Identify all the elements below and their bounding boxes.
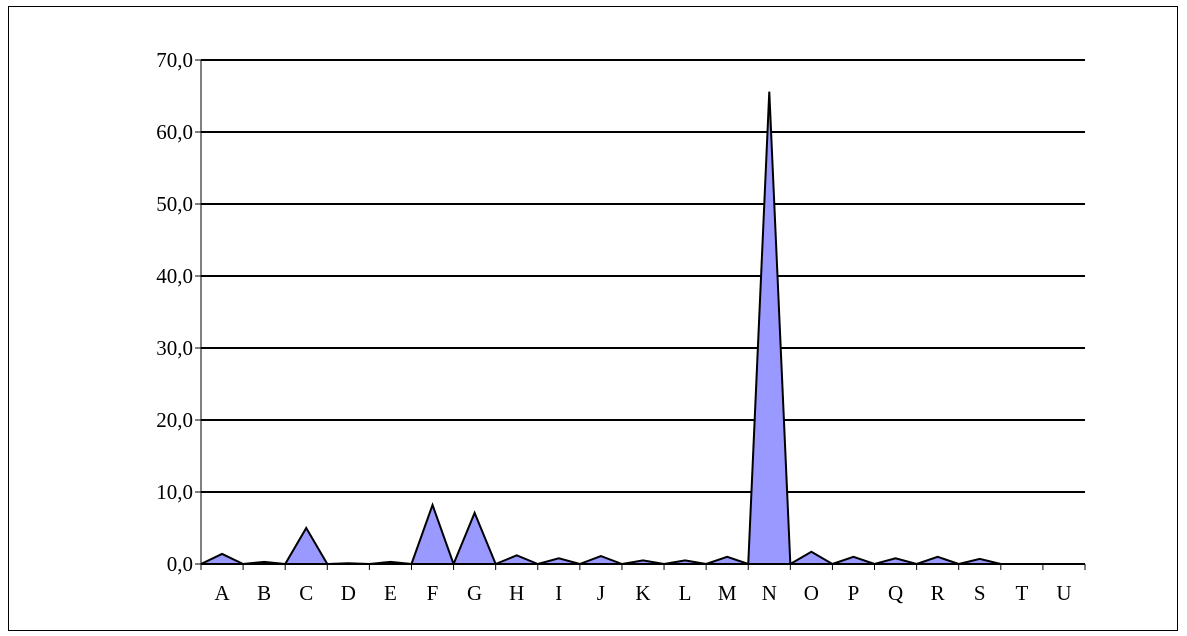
y-tick-label: 50,0 [156,192,193,216]
x-tick-label: N [762,581,777,605]
data-peak [747,91,792,565]
x-tick-label: H [509,581,524,605]
data-peak [495,554,539,565]
y-tick-label: 70,0 [156,48,193,72]
x-tick-label: L [679,581,692,605]
data-peak [786,550,837,565]
y-tick-label: 0,0 [167,552,193,576]
data-peak [410,501,455,565]
x-tick-label: J [597,581,605,605]
x-tick-label: A [214,581,230,605]
y-tick-label: 40,0 [156,264,193,288]
data-peak [916,555,960,565]
data-peak [200,552,244,565]
x-tick-label: O [804,581,819,605]
x-tick-label: S [974,581,986,605]
data-peak [452,510,498,565]
x-tick-label: G [467,581,482,605]
data-peak [283,526,330,565]
x-tick-label: D [341,581,356,605]
x-tick-label: P [848,581,860,605]
y-tick-label: 30,0 [156,336,193,360]
x-tick-label: E [384,581,397,605]
data-peak [705,555,749,565]
x-tick-label: B [257,581,271,605]
x-tick-label: F [427,581,439,605]
x-tick-label: I [555,581,562,605]
x-tick-label: C [299,581,313,605]
chart-frame [8,6,1178,631]
data-peak [579,555,623,565]
y-tick-label: 10,0 [156,480,193,504]
y-tick-label: 20,0 [156,408,193,432]
x-tick-label: K [635,581,650,605]
x-tick-label: Q [888,581,903,605]
y-tick-label: 60,0 [156,120,193,144]
x-tick-label: U [1056,581,1071,605]
x-tick-label: M [718,581,737,605]
x-tick-label: R [931,581,945,605]
data-peak [832,555,875,565]
x-tick-label: T [1015,581,1028,605]
